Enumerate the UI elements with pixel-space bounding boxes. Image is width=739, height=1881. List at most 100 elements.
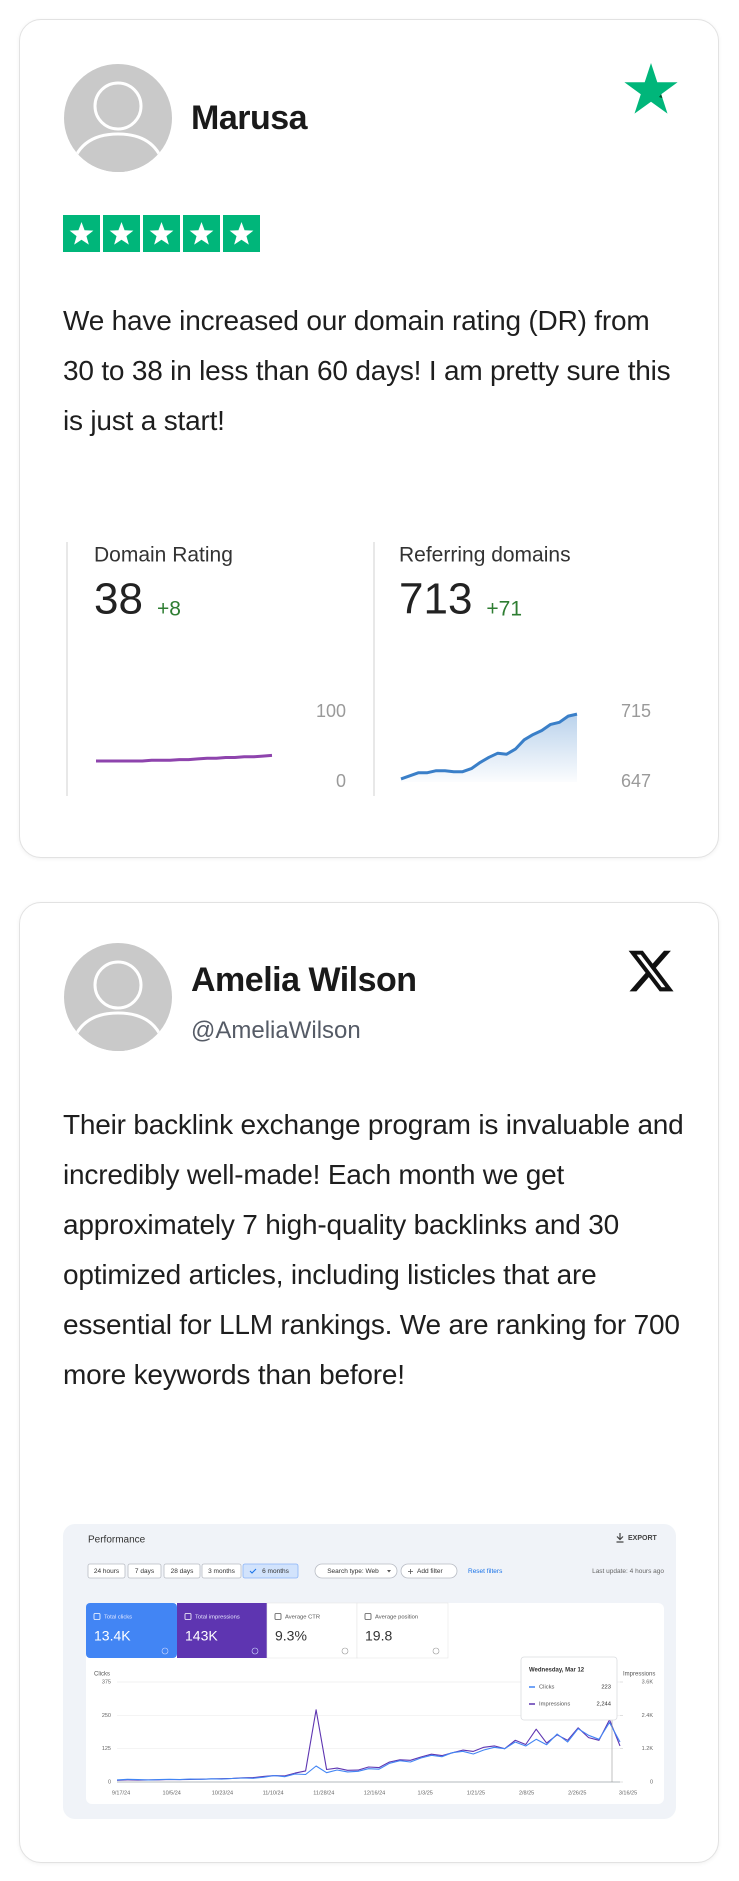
help-icon [251, 1647, 259, 1655]
y-tick-label: 375 [102, 1679, 111, 1685]
stats-panel: Domain Rating 38 +8 100 0 Referring domains 71… [66, 542, 651, 796]
axis-max: 715 [621, 701, 651, 721]
metric-value: 143K [185, 1628, 218, 1644]
metric-value: 9.3% [275, 1628, 307, 1644]
tooltip-title: Wednesday, Mar 12 [529, 1668, 585, 1674]
review-card: Amelia Wilson @AmeliaWilson Their backli… [19, 902, 719, 1863]
metric-value: 19.8 [365, 1628, 392, 1644]
reset-filters: Reset filters [468, 1568, 503, 1575]
axis-min: 647 [621, 771, 651, 791]
metric-label: Average position [375, 1615, 418, 1621]
stat-label: Referring domains [399, 544, 571, 567]
star [69, 222, 94, 245]
x-tick-label: 10/5/24 [163, 1790, 181, 1796]
last-update: Last update: 4 hours ago [592, 1568, 664, 1575]
range-button [201, 1563, 242, 1579]
sparkline-area [401, 714, 577, 782]
sparkline [96, 753, 273, 763]
search-type-label: Search type: Web [327, 1568, 379, 1575]
y2-tick-label: 0 [650, 1779, 653, 1785]
stars [63, 215, 260, 252]
x-tick-label: 9/17/24 [112, 1790, 130, 1796]
x-tick-label: 3/16/25 [619, 1790, 637, 1796]
x-tick-label: 11/28/24 [313, 1790, 334, 1796]
x-tick-label: 10/23/24 [212, 1790, 233, 1796]
y2-tick-label: 1.2K [642, 1746, 654, 1752]
check [249, 1568, 257, 1574]
tooltip-name: Clicks [539, 1685, 555, 1691]
range-button [87, 1563, 126, 1579]
metric-tile [266, 1602, 358, 1659]
plus [408, 1569, 413, 1574]
help-icon [341, 1647, 349, 1655]
axis-max: 100 [316, 701, 346, 721]
x-tick-label: 2/8/25 [519, 1790, 534, 1796]
screen-title: Performance [88, 1535, 146, 1546]
range-button [242, 1563, 299, 1579]
star [149, 222, 174, 245]
range-button [127, 1563, 162, 1579]
x-logo [628, 950, 674, 992]
axis-min: 0 [336, 771, 346, 791]
y2-tick-label: 2.4K [642, 1713, 654, 1719]
range-label: 7 days [135, 1568, 155, 1575]
avatar [64, 943, 172, 1051]
help-icon [161, 1647, 169, 1655]
x-tick-label: 1/21/25 [467, 1790, 485, 1796]
add-filter [400, 1563, 458, 1579]
reviewer-name: Amelia Wilson [191, 961, 417, 999]
y2-tick-label: 3.6K [642, 1679, 654, 1685]
metric-tile [86, 1603, 177, 1658]
series-line [116, 1721, 621, 1781]
stat-value: 38 [94, 575, 143, 624]
sparkline [400, 712, 578, 781]
stat-change: +71 [486, 598, 522, 621]
help-icon [432, 1647, 440, 1655]
range-label: 28 days [171, 1568, 195, 1575]
x-tick-label: 11/10/24 [263, 1790, 284, 1796]
star [229, 222, 254, 245]
tooltip-value: 223 [601, 1685, 611, 1691]
checkbox [364, 1613, 372, 1620]
range-label: 24 hours [94, 1568, 120, 1575]
star [189, 222, 214, 245]
metric-value: 13.4K [94, 1628, 131, 1644]
checkbox [93, 1613, 101, 1620]
caret [387, 1570, 391, 1573]
search-type [314, 1563, 398, 1579]
add-filter-label: Add filter [417, 1568, 443, 1575]
checkbox [274, 1613, 282, 1620]
reviewer-handle: @AmeliaWilson [191, 1017, 361, 1044]
metric-label: Total clicks [104, 1615, 132, 1621]
tooltip-name: Impressions [539, 1702, 570, 1708]
trustpilot-logo [624, 63, 678, 114]
review-card: Marusa We have increased our domain rati… [19, 19, 719, 858]
y2-axis-label: Impressions [623, 1672, 655, 1678]
export: EXPORT [628, 1535, 658, 1542]
y-tick-label: 125 [102, 1746, 111, 1752]
metric-tile [177, 1603, 267, 1658]
stat-value: 713 [399, 575, 472, 624]
stat-label: Domain Rating [94, 544, 233, 567]
tooltip [520, 1656, 618, 1721]
x-tick-label: 12/16/24 [364, 1790, 385, 1796]
range-label: 3 months [208, 1568, 235, 1575]
metric-label: Total impressions [195, 1615, 240, 1621]
y-axis-label: Clicks [94, 1672, 110, 1678]
avatar [64, 64, 172, 172]
star [109, 222, 134, 245]
download-icon [616, 1533, 624, 1543]
review-text: Their backlink exchange program is inval… [63, 1109, 684, 1390]
y-tick-label: 0 [108, 1779, 111, 1785]
stat-change: +8 [157, 598, 181, 621]
range-button [163, 1563, 201, 1579]
metric-tile [356, 1602, 449, 1659]
review-text: We have increased our domain rating (DR)… [63, 305, 671, 436]
metric-label: Average CTR [285, 1615, 320, 1621]
y-tick-label: 250 [102, 1713, 111, 1719]
x-tick-label: 2/26/25 [568, 1790, 586, 1796]
rating-stars [63, 215, 260, 252]
range-label: 6 months [262, 1568, 289, 1575]
